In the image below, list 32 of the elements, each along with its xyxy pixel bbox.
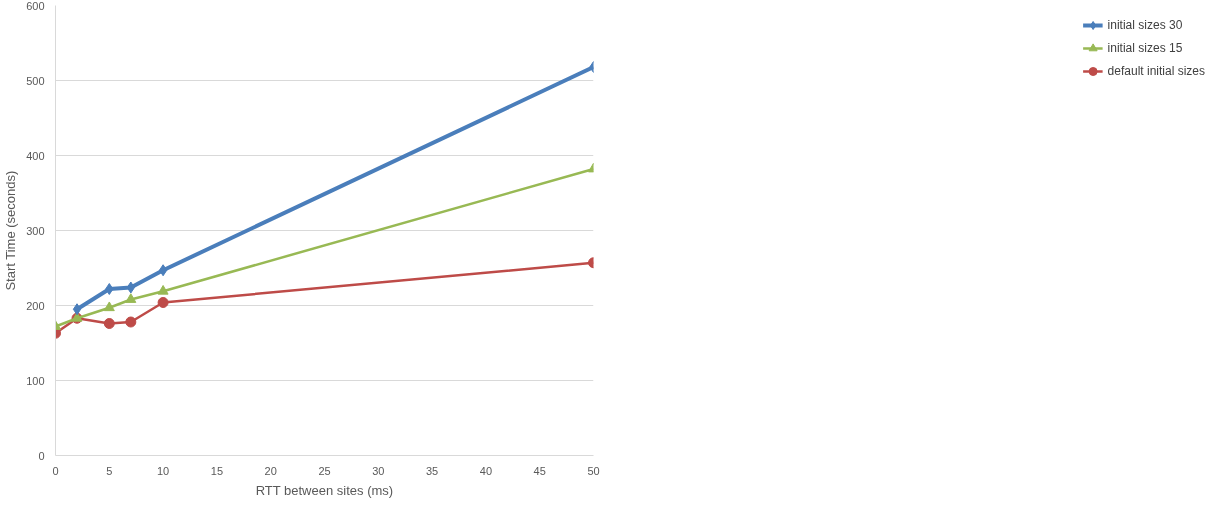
point: [158, 264, 168, 277]
x-tick-label: 35: [425, 464, 439, 477]
legend-label: default initial sizes: [1107, 64, 1205, 78]
point: [125, 316, 137, 328]
legend-label: initial sizes 30: [1107, 18, 1183, 32]
y-tick-label: 500: [26, 74, 45, 87]
y-tick-label: 300: [26, 224, 45, 237]
x-tick-label: 45: [533, 464, 546, 477]
x-tick-label: 30: [372, 464, 385, 477]
y-tick-label: 600: [26, 0, 45, 12]
point: [72, 303, 82, 316]
x-tick-label: 40: [479, 464, 493, 477]
y-axis-title: Start Time (seconds): [3, 170, 19, 291]
x-tick-label: 0: [52, 464, 59, 477]
point: [157, 284, 169, 295]
y-tick-label: 0: [38, 449, 45, 462]
point: [105, 283, 114, 295]
y-tick-label: 400: [26, 149, 45, 162]
point: [103, 301, 115, 312]
x-tick-label: 50: [587, 464, 600, 477]
x-axis-title: RTT between sites (ms): [255, 482, 394, 498]
x-tick-label: 25: [318, 464, 331, 477]
x-tick-label: 20: [264, 464, 277, 477]
x-tick-label: 15: [210, 464, 224, 477]
x-tick-label: 10: [156, 464, 170, 477]
y-tick-label: 100: [26, 374, 45, 387]
point: [103, 318, 115, 329]
point: [157, 297, 169, 308]
y-tick-label: 200: [26, 299, 45, 312]
x-tick-label: 5: [106, 464, 113, 477]
point: [125, 293, 137, 303]
legend-label: initial sizes 15: [1107, 41, 1183, 55]
